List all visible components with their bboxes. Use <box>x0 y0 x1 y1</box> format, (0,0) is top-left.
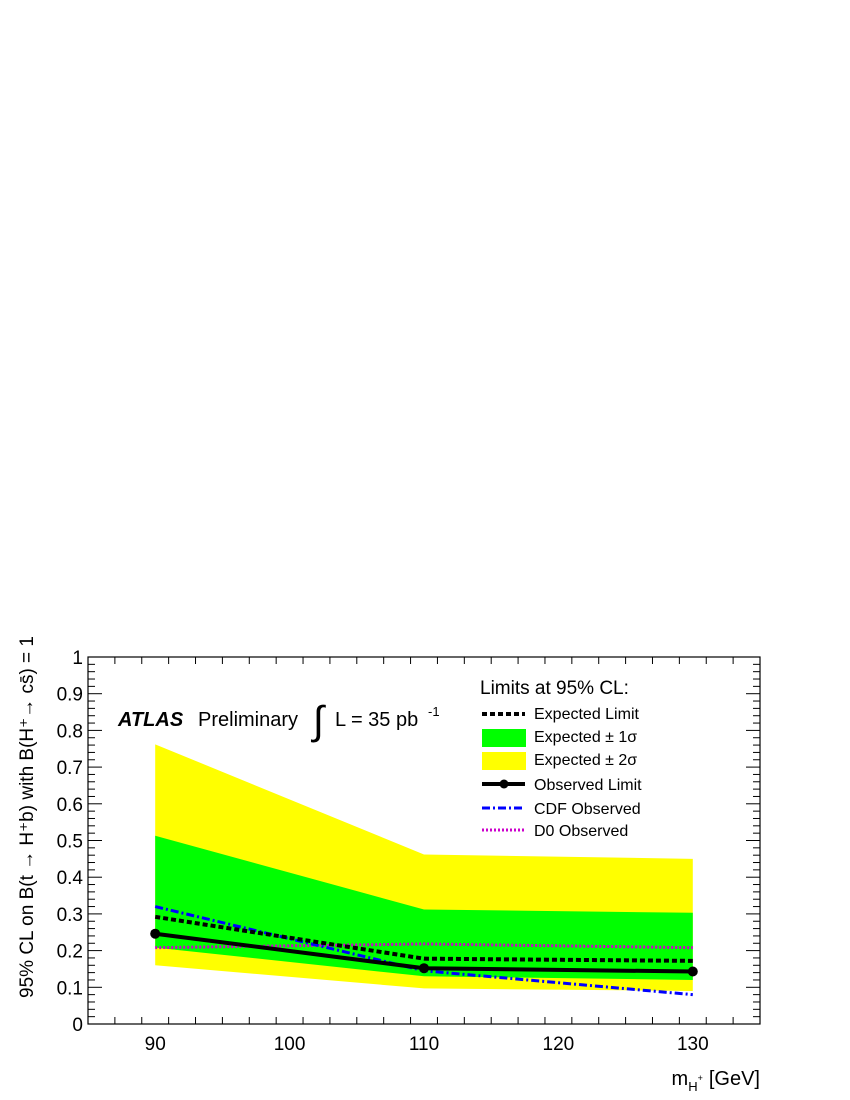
x-tick-label: 90 <box>145 1034 166 1055</box>
limit-lines <box>150 905 698 997</box>
y-tick-label: 1 <box>72 648 83 669</box>
observed-point <box>150 928 161 939</box>
y-tick-label: 0.5 <box>57 832 83 853</box>
x-tick-label: 130 <box>677 1034 709 1055</box>
y-tick-label: 0.3 <box>57 905 83 926</box>
atlas-label: ATLAS <box>117 709 184 731</box>
y-tick-label: 0.9 <box>57 685 83 706</box>
legend-label-d0: D0 Observed <box>534 823 628 840</box>
y-tick-label: 0.8 <box>57 721 83 742</box>
y-axis-title: 95% CL on B(t → H⁺b) with B(H⁺→ cs̄) = 1 <box>17 636 38 998</box>
observed-point <box>687 966 698 977</box>
y-tick-label: 0.6 <box>57 795 83 816</box>
legend-label-expected: Expected Limit <box>534 706 639 723</box>
legend: Limits at 95% CL: Expected Limit Expecte… <box>480 678 642 840</box>
x-axis-title-unit: [GeV] <box>709 1068 760 1090</box>
legend-label-2sigma: Expected ± 2σ <box>534 752 637 769</box>
legend-label-observed: Observed Limit <box>534 777 642 794</box>
band-1sigma <box>155 835 693 980</box>
preliminary-label: Preliminary <box>198 709 298 731</box>
x-tick-label: 120 <box>543 1034 575 1055</box>
luminosity-exponent: -1 <box>428 704 440 719</box>
integral-symbol: ∫ <box>311 699 327 743</box>
x-tick-label: 100 <box>274 1034 306 1055</box>
observed-point <box>419 963 429 974</box>
uncertainty-bands <box>155 744 693 991</box>
y-tick-label: 0.4 <box>57 868 84 889</box>
x-axis-title-m: m <box>672 1068 689 1090</box>
x-axis-title: mH+ [GeV] <box>672 1068 760 1094</box>
x-axis-title-sub: H <box>688 1079 697 1094</box>
axes: 90 100 110 120 130 0 0.1 0.2 0.3 0.4 0.5 0.6 0.7 0.8 0… <box>57 648 761 1055</box>
legend-label-cdf: CDF Observed <box>534 801 641 818</box>
y-tick-label: 0.2 <box>57 942 83 963</box>
y-tick-label: 0.1 <box>57 978 83 999</box>
y-tick-label: 0.7 <box>57 758 83 779</box>
legend-label-1sigma: Expected ± 1σ <box>534 729 637 746</box>
series-expected-limit <box>154 914 693 963</box>
legend-swatch-1sigma <box>482 729 526 747</box>
y-tick-label: 0 <box>72 1015 83 1036</box>
legend-marker-observed <box>499 779 509 789</box>
x-axis-title-sup: + <box>698 1073 703 1083</box>
legend-title: Limits at 95% CL: <box>480 678 629 699</box>
x-tick-label: 110 <box>409 1034 439 1055</box>
legend-swatch-2sigma <box>482 752 526 770</box>
luminosity-label: L = 35 pb <box>335 709 418 731</box>
